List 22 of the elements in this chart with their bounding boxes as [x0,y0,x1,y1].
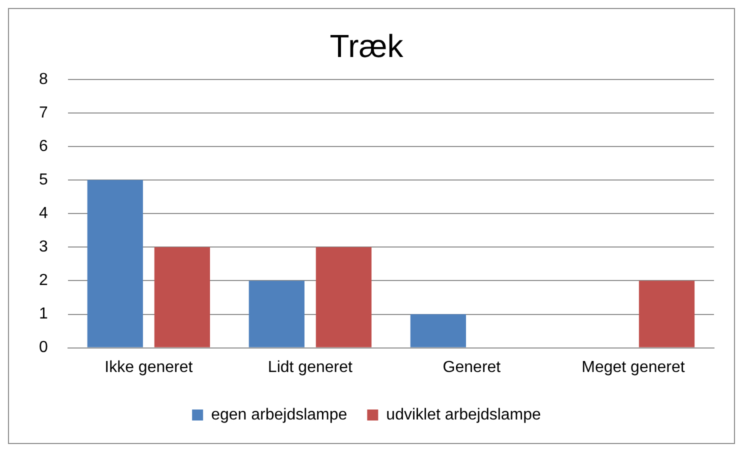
bar [410,314,466,348]
y-tick-label: 5 [38,171,48,188]
bar [248,280,304,348]
y-tick-label: 1 [38,306,48,323]
y-tick-label: 8 [38,70,48,88]
x-tick-label: Generet [442,358,502,376]
y-tick-label: 7 [38,104,48,122]
bar [154,247,210,348]
y-tick-label: 0 [38,339,48,356]
x-tick-label: Meget generet [582,358,686,376]
y-tick-label: 4 [38,205,48,222]
x-tick-label: Ikke generet [104,358,194,376]
legend-label: udviklet arbejdslampe [386,406,542,424]
chart-title: Træk [330,28,404,64]
y-tick-label: 2 [38,272,48,290]
y-tick-label: 6 [38,138,48,155]
bar [638,280,695,348]
y-tick-label: 3 [38,238,48,256]
bar [316,247,372,348]
x-tick-label: Lidt generet [268,358,353,376]
bar [87,180,143,348]
legend-label: egen arbejdslampe [211,406,348,424]
